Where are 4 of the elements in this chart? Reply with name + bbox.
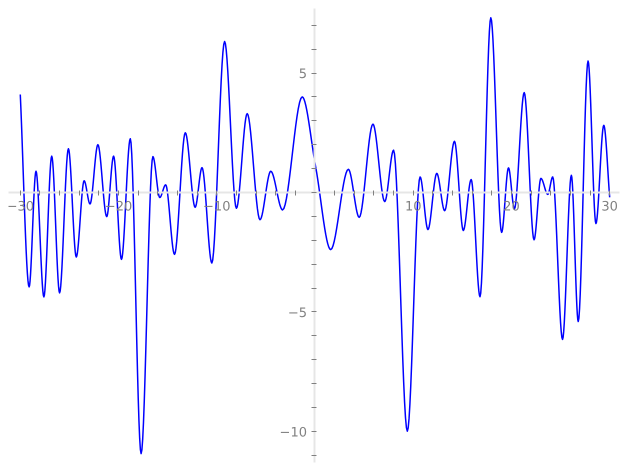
y-tick-label: −10 bbox=[280, 425, 307, 440]
y-tick-label: 5 bbox=[298, 67, 307, 82]
y-tick-label: −5 bbox=[288, 306, 307, 321]
x-tick-label: 30 bbox=[601, 199, 618, 214]
